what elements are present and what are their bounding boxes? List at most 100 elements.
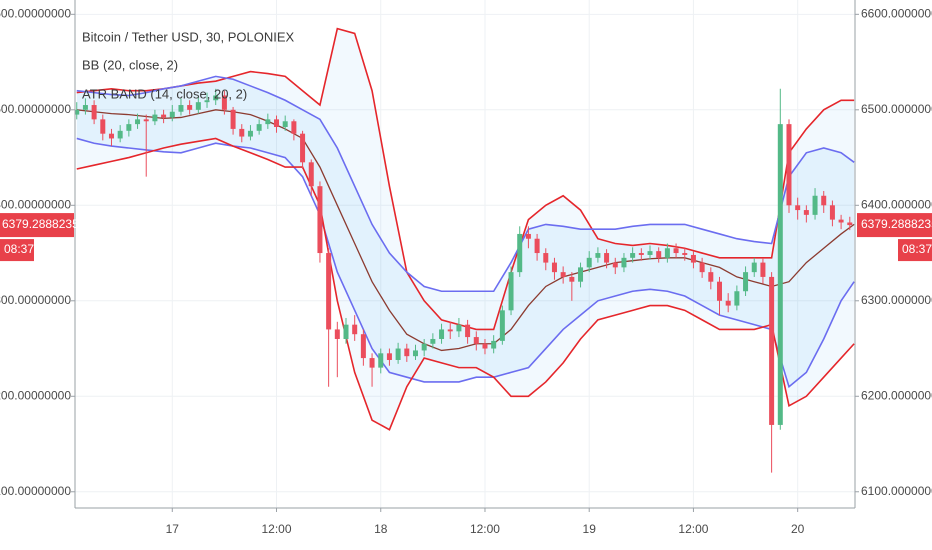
candle-body bbox=[152, 114, 158, 122]
candle-body bbox=[525, 233, 531, 239]
candle-body bbox=[369, 358, 375, 368]
candle-body bbox=[256, 124, 262, 131]
band-fill bbox=[76, 28, 855, 430]
plot-area bbox=[75, 27, 855, 473]
candle-body bbox=[664, 248, 670, 258]
x-tick-label: 12:00 bbox=[261, 522, 291, 536]
candle-body bbox=[734, 291, 740, 306]
candle-body bbox=[143, 119, 149, 122]
y-tick-label: 6600.00000000 bbox=[861, 6, 932, 20]
candle-body bbox=[543, 253, 549, 263]
price-tag bbox=[857, 213, 932, 238]
candle-body bbox=[178, 105, 184, 112]
candle-body bbox=[169, 111, 175, 118]
countdown-tag bbox=[898, 239, 932, 262]
candle-body bbox=[708, 272, 714, 282]
candle-body bbox=[647, 251, 653, 255]
y-tick-label: 6300.00000000 bbox=[861, 293, 932, 307]
candle-body bbox=[465, 324, 471, 338]
countdown-tag bbox=[0, 239, 34, 262]
candle-body bbox=[317, 186, 323, 254]
candle-body bbox=[673, 248, 679, 254]
candle-body bbox=[439, 329, 445, 339]
candle-body bbox=[274, 119, 280, 127]
candle-body bbox=[430, 338, 436, 344]
candle-body bbox=[682, 253, 688, 255]
candle-body bbox=[595, 253, 601, 258]
candle-body bbox=[777, 124, 783, 425]
candle-body bbox=[421, 343, 427, 351]
grid bbox=[75, 0, 855, 508]
candle-body bbox=[100, 119, 106, 134]
y-tick-label: 6100.00000000 bbox=[861, 484, 932, 498]
candle-body bbox=[821, 195, 827, 206]
band-line bbox=[76, 109, 855, 352]
candle-body bbox=[829, 205, 835, 220]
y-tick-label: 6500.00000000 bbox=[0, 102, 71, 116]
x-tick-label: 20 bbox=[791, 522, 805, 536]
candle-body bbox=[569, 276, 575, 282]
axes: 6100.00000000 6100.00000000 6200.00000000 6… bbox=[0, 0, 932, 536]
candle-body bbox=[75, 109, 80, 115]
price-tag bbox=[0, 213, 74, 238]
candle-body bbox=[716, 281, 722, 301]
candle-body bbox=[690, 254, 696, 263]
candle-body bbox=[117, 130, 123, 139]
candle-body bbox=[326, 253, 332, 330]
candle-body bbox=[161, 114, 167, 118]
x-tick-label: 12:00 bbox=[470, 522, 500, 536]
candle-body bbox=[621, 257, 627, 268]
candle-body bbox=[187, 105, 193, 110]
candle-body bbox=[126, 124, 132, 131]
x-tick-label: 19 bbox=[583, 522, 597, 536]
candle-body bbox=[560, 272, 566, 277]
candle-body bbox=[604, 253, 610, 263]
candle-body bbox=[352, 324, 358, 335]
candle-body bbox=[630, 253, 636, 258]
candle-body bbox=[334, 329, 340, 339]
candle-body bbox=[195, 102, 201, 110]
candle-body bbox=[578, 267, 584, 282]
candle-body bbox=[300, 133, 306, 163]
candle-body bbox=[743, 272, 749, 292]
band-line bbox=[76, 75, 855, 293]
candle-body bbox=[760, 262, 766, 277]
candle-body bbox=[91, 105, 97, 120]
candle-body bbox=[786, 124, 792, 206]
candle-body bbox=[308, 162, 314, 187]
candle-body bbox=[638, 253, 644, 255]
candle-body bbox=[204, 100, 210, 103]
candle-body bbox=[795, 205, 801, 211]
band-line bbox=[76, 137, 855, 389]
candle-body bbox=[508, 272, 514, 311]
candle-body bbox=[282, 121, 288, 127]
candle-body bbox=[108, 133, 114, 139]
candle-body bbox=[239, 128, 245, 137]
y-tick-label: 6200.00000000 bbox=[0, 388, 71, 402]
candle-body bbox=[812, 195, 818, 215]
candle-body bbox=[491, 340, 497, 349]
candle-body bbox=[230, 109, 236, 129]
y-tick-label: 6400.00000000 bbox=[0, 197, 71, 211]
band-line bbox=[76, 137, 855, 431]
candle-body bbox=[751, 262, 757, 273]
countdown-label: 08:37 bbox=[4, 242, 34, 256]
candle-body bbox=[343, 324, 349, 339]
candle-body bbox=[456, 324, 462, 332]
candle-body bbox=[386, 353, 392, 360]
candle-body bbox=[482, 343, 488, 349]
candle-body bbox=[699, 262, 705, 273]
y-tick-label: 6300.00000000 bbox=[0, 293, 71, 307]
candle-body bbox=[473, 337, 479, 344]
candle-body bbox=[586, 257, 592, 268]
chart-title: Bitcoin / Tether USD, 30, POLONIEX bbox=[82, 29, 295, 44]
candle-body bbox=[656, 251, 662, 258]
candle-body bbox=[551, 262, 557, 273]
candle-body bbox=[534, 238, 540, 254]
labels: Bitcoin / Tether USD, 30, POLONIEX BB (2… bbox=[82, 29, 295, 101]
candle-body bbox=[847, 222, 853, 226]
candle-body bbox=[395, 348, 401, 360]
candle-body bbox=[499, 310, 505, 341]
